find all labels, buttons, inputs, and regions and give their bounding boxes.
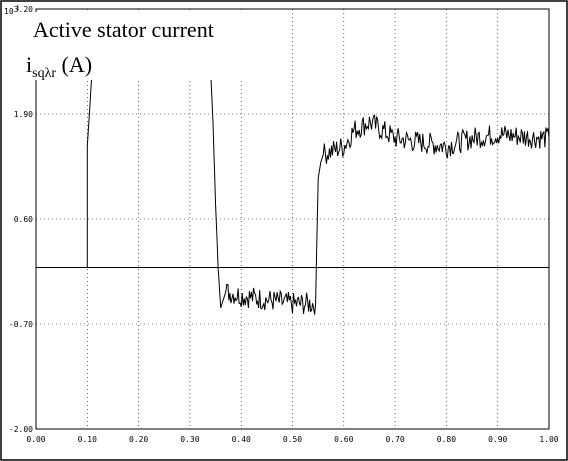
y-tick-label: 3.20 [14, 5, 33, 14]
x-tick-label: 0.10 [78, 435, 97, 444]
grid [36, 9, 549, 429]
axis-ticks: 0.00 0.10 0.20 0.30 0.40 0.50 0.60 0.70 0.80 0.90… [9, 5, 559, 444]
title-bg [28, 12, 278, 80]
y-tick-label: -0.70 [9, 320, 33, 329]
exponent-base: 10 [4, 7, 14, 16]
x-tick-label: 0.40 [232, 435, 251, 444]
y-axis-label: isqλr (A) [26, 52, 92, 81]
x-tick-label: 0.70 [385, 435, 404, 444]
ylabel-unit: (A) [56, 52, 92, 77]
exponent-power: 1 [16, 5, 20, 12]
x-tick-label: 0.50 [283, 435, 302, 444]
x-tick-label: 0.30 [180, 435, 199, 444]
ylabel-subscript: sqλr [32, 66, 56, 81]
y-tick-label: 1.90 [14, 110, 33, 119]
x-tick-label: 0.60 [334, 435, 353, 444]
y-tick-label: 0.60 [14, 215, 33, 224]
x-tick-label: 1.00 [539, 435, 558, 444]
x-tick-label: 0.80 [437, 435, 456, 444]
chart-title: Active stator current [33, 17, 214, 42]
x-tick-label: 0.20 [129, 435, 148, 444]
y-tick-label: -2.00 [9, 425, 33, 434]
x-tick-label: 0.00 [26, 435, 45, 444]
x-tick-label: 0.90 [488, 435, 507, 444]
ylabel-symbol: i [26, 52, 32, 77]
